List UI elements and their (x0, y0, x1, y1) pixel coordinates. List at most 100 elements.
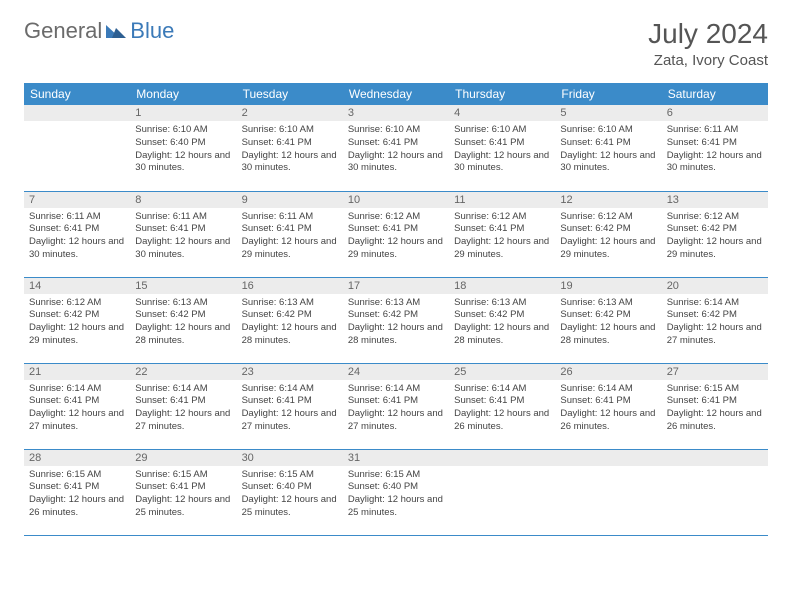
day-content: Sunrise: 6:12 AMSunset: 6:41 PMDaylight:… (449, 208, 555, 267)
day-number: 26 (555, 364, 661, 380)
day-content: Sunrise: 6:10 AMSunset: 6:41 PMDaylight:… (343, 121, 449, 180)
daylight-text: Daylight: 12 hours and 30 minutes. (242, 150, 338, 176)
daylight-text: Daylight: 12 hours and 27 minutes. (348, 408, 444, 434)
calendar-day-cell (449, 449, 555, 535)
calendar-week-row: 1Sunrise: 6:10 AMSunset: 6:40 PMDaylight… (24, 105, 768, 191)
calendar-week-row: 28Sunrise: 6:15 AMSunset: 6:41 PMDayligh… (24, 449, 768, 535)
sunrise-text: Sunrise: 6:15 AM (242, 469, 338, 482)
daylight-text: Daylight: 12 hours and 27 minutes. (242, 408, 338, 434)
calendar-day-cell: 24Sunrise: 6:14 AMSunset: 6:41 PMDayligh… (343, 363, 449, 449)
calendar-day-cell: 8Sunrise: 6:11 AMSunset: 6:41 PMDaylight… (130, 191, 236, 277)
day-content: Sunrise: 6:14 AMSunset: 6:41 PMDaylight:… (237, 380, 343, 439)
calendar-body: 1Sunrise: 6:10 AMSunset: 6:40 PMDaylight… (24, 105, 768, 535)
calendar-day-cell: 7Sunrise: 6:11 AMSunset: 6:41 PMDaylight… (24, 191, 130, 277)
sunrise-text: Sunrise: 6:14 AM (242, 383, 338, 396)
daylight-text: Daylight: 12 hours and 26 minutes. (667, 408, 763, 434)
day-number: 14 (24, 278, 130, 294)
sunrise-text: Sunrise: 6:13 AM (560, 297, 656, 310)
day-number: 12 (555, 192, 661, 208)
day-content: Sunrise: 6:14 AMSunset: 6:41 PMDaylight:… (24, 380, 130, 439)
calendar-week-row: 14Sunrise: 6:12 AMSunset: 6:42 PMDayligh… (24, 277, 768, 363)
sunrise-text: Sunrise: 6:15 AM (667, 383, 763, 396)
day-number: 21 (24, 364, 130, 380)
day-number (555, 450, 661, 466)
daylight-text: Daylight: 12 hours and 29 minutes. (667, 236, 763, 262)
logo-text-general: General (24, 18, 102, 44)
day-number: 19 (555, 278, 661, 294)
calendar-day-cell: 11Sunrise: 6:12 AMSunset: 6:41 PMDayligh… (449, 191, 555, 277)
sunrise-text: Sunrise: 6:14 AM (667, 297, 763, 310)
sunrise-text: Sunrise: 6:10 AM (135, 124, 231, 137)
calendar-day-cell: 16Sunrise: 6:13 AMSunset: 6:42 PMDayligh… (237, 277, 343, 363)
day-number: 11 (449, 192, 555, 208)
day-content: Sunrise: 6:11 AMSunset: 6:41 PMDaylight:… (662, 121, 768, 180)
day-number: 10 (343, 192, 449, 208)
day-number: 15 (130, 278, 236, 294)
sunset-text: Sunset: 6:41 PM (454, 395, 550, 408)
day-content: Sunrise: 6:14 AMSunset: 6:41 PMDaylight:… (343, 380, 449, 439)
day-content: Sunrise: 6:12 AMSunset: 6:42 PMDaylight:… (24, 294, 130, 353)
daylight-text: Daylight: 12 hours and 26 minutes. (29, 494, 125, 520)
day-number: 4 (449, 105, 555, 121)
day-content: Sunrise: 6:10 AMSunset: 6:41 PMDaylight:… (237, 121, 343, 180)
sunset-text: Sunset: 6:41 PM (242, 137, 338, 150)
sunrise-text: Sunrise: 6:15 AM (348, 469, 444, 482)
sunset-text: Sunset: 6:41 PM (135, 223, 231, 236)
logo: General Blue (24, 18, 174, 44)
sunset-text: Sunset: 6:40 PM (135, 137, 231, 150)
calendar-day-cell: 10Sunrise: 6:12 AMSunset: 6:41 PMDayligh… (343, 191, 449, 277)
logo-triangle-icon (106, 18, 126, 44)
daylight-text: Daylight: 12 hours and 28 minutes. (242, 322, 338, 348)
day-content: Sunrise: 6:15 AMSunset: 6:40 PMDaylight:… (237, 466, 343, 525)
weekday-header-row: Sunday Monday Tuesday Wednesday Thursday… (24, 83, 768, 105)
day-number: 24 (343, 364, 449, 380)
day-content: Sunrise: 6:12 AMSunset: 6:42 PMDaylight:… (555, 208, 661, 267)
daylight-text: Daylight: 12 hours and 27 minutes. (667, 322, 763, 348)
daylight-text: Daylight: 12 hours and 28 minutes. (135, 322, 231, 348)
day-number: 25 (449, 364, 555, 380)
daylight-text: Daylight: 12 hours and 25 minutes. (348, 494, 444, 520)
day-content: Sunrise: 6:15 AMSunset: 6:40 PMDaylight:… (343, 466, 449, 525)
day-number: 1 (130, 105, 236, 121)
day-content: Sunrise: 6:13 AMSunset: 6:42 PMDaylight:… (237, 294, 343, 353)
sunset-text: Sunset: 6:42 PM (560, 309, 656, 322)
weekday-head: Wednesday (343, 83, 449, 105)
day-content: Sunrise: 6:11 AMSunset: 6:41 PMDaylight:… (24, 208, 130, 267)
sunset-text: Sunset: 6:41 PM (135, 395, 231, 408)
day-content: Sunrise: 6:10 AMSunset: 6:41 PMDaylight:… (449, 121, 555, 180)
weekday-head: Tuesday (237, 83, 343, 105)
daylight-text: Daylight: 12 hours and 30 minutes. (454, 150, 550, 176)
title-block: July 2024 Zata, Ivory Coast (648, 18, 768, 69)
calendar-day-cell: 17Sunrise: 6:13 AMSunset: 6:42 PMDayligh… (343, 277, 449, 363)
calendar-day-cell (662, 449, 768, 535)
sunrise-text: Sunrise: 6:13 AM (348, 297, 444, 310)
daylight-text: Daylight: 12 hours and 30 minutes. (135, 150, 231, 176)
day-content: Sunrise: 6:14 AMSunset: 6:41 PMDaylight:… (555, 380, 661, 439)
calendar-day-cell: 23Sunrise: 6:14 AMSunset: 6:41 PMDayligh… (237, 363, 343, 449)
sunset-text: Sunset: 6:40 PM (242, 481, 338, 494)
calendar-day-cell (24, 105, 130, 191)
daylight-text: Daylight: 12 hours and 30 minutes. (667, 150, 763, 176)
calendar-day-cell: 26Sunrise: 6:14 AMSunset: 6:41 PMDayligh… (555, 363, 661, 449)
location-label: Zata, Ivory Coast (648, 52, 768, 69)
sunrise-text: Sunrise: 6:10 AM (348, 124, 444, 137)
sunrise-text: Sunrise: 6:14 AM (135, 383, 231, 396)
day-content: Sunrise: 6:10 AMSunset: 6:40 PMDaylight:… (130, 121, 236, 180)
calendar-day-cell: 6Sunrise: 6:11 AMSunset: 6:41 PMDaylight… (662, 105, 768, 191)
sunset-text: Sunset: 6:41 PM (29, 223, 125, 236)
daylight-text: Daylight: 12 hours and 29 minutes. (242, 236, 338, 262)
day-number: 13 (662, 192, 768, 208)
calendar-day-cell: 21Sunrise: 6:14 AMSunset: 6:41 PMDayligh… (24, 363, 130, 449)
sunset-text: Sunset: 6:41 PM (242, 395, 338, 408)
day-number: 5 (555, 105, 661, 121)
daylight-text: Daylight: 12 hours and 29 minutes. (454, 236, 550, 262)
sunrise-text: Sunrise: 6:14 AM (29, 383, 125, 396)
calendar-day-cell: 12Sunrise: 6:12 AMSunset: 6:42 PMDayligh… (555, 191, 661, 277)
calendar-table: Sunday Monday Tuesday Wednesday Thursday… (24, 83, 768, 536)
sunrise-text: Sunrise: 6:12 AM (29, 297, 125, 310)
calendar-week-row: 21Sunrise: 6:14 AMSunset: 6:41 PMDayligh… (24, 363, 768, 449)
sunset-text: Sunset: 6:42 PM (454, 309, 550, 322)
daylight-text: Daylight: 12 hours and 30 minutes. (348, 150, 444, 176)
day-content: Sunrise: 6:13 AMSunset: 6:42 PMDaylight:… (343, 294, 449, 353)
daylight-text: Daylight: 12 hours and 27 minutes. (135, 408, 231, 434)
